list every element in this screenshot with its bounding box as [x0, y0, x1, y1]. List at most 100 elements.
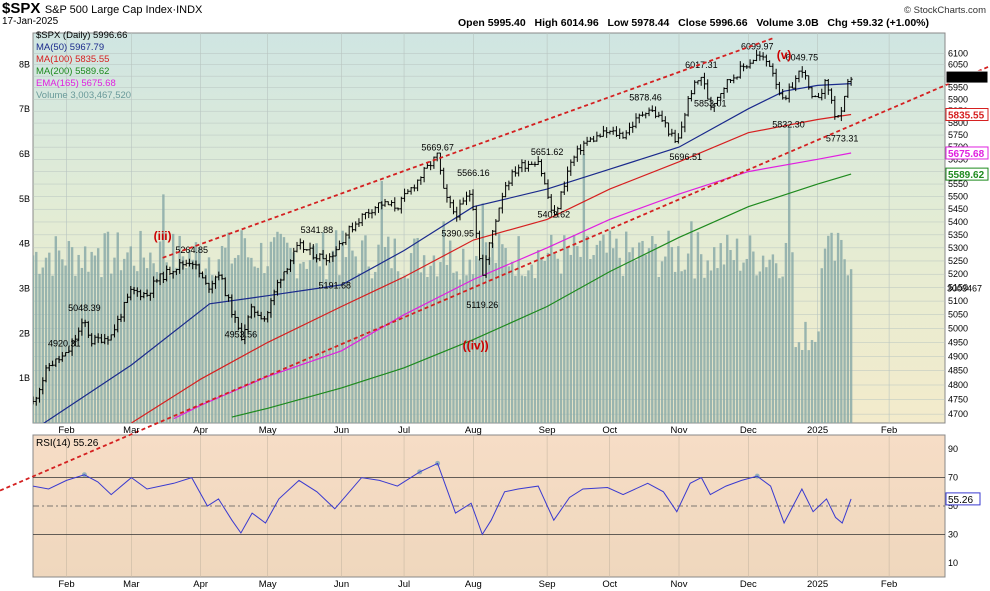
- price-bar: [556, 206, 560, 218]
- price-bar: [543, 172, 547, 185]
- legend-ma100: MA(100) 5835.55: [36, 54, 110, 65]
- volume-bar: [103, 233, 106, 423]
- price-annotation-6017.31: 6017.31: [685, 60, 718, 70]
- volume-bar: [48, 252, 51, 423]
- y-tick-5800: 5800: [948, 118, 968, 128]
- price-bar: [328, 253, 332, 263]
- price-annotation-5832.30: 5832.30: [772, 119, 805, 129]
- price-bar: [308, 242, 312, 256]
- y-tick-5300: 5300: [948, 243, 968, 253]
- y-tick-4750: 4750: [948, 394, 968, 404]
- volume-bar: [139, 230, 142, 423]
- price-bar: [171, 270, 175, 279]
- x-tick-jul: Jul: [398, 425, 410, 436]
- price-bar: [741, 63, 746, 72]
- price-bar: [592, 135, 596, 143]
- rsi-y-tick-70: 70: [948, 473, 958, 483]
- price-bar: [813, 95, 817, 98]
- volume-bar: [305, 268, 308, 423]
- price-bar: [279, 278, 283, 289]
- price-bar: [334, 246, 338, 257]
- price-bar: [259, 311, 263, 320]
- volume-bar: [540, 257, 543, 423]
- price-bar: [132, 286, 136, 295]
- volume-bar: [149, 252, 152, 423]
- price-bar: [96, 333, 100, 344]
- volume-bar: [289, 247, 292, 423]
- volume-bar: [807, 350, 810, 423]
- volume-bar: [494, 262, 498, 423]
- volume-bar: [768, 259, 771, 423]
- y-tick-5950: 5950: [948, 83, 968, 93]
- price-bar: [67, 346, 71, 354]
- legend-price: $SPX (Daily) 5996.66: [36, 30, 128, 41]
- price-bar: [732, 74, 736, 84]
- volume-bar: [546, 252, 550, 423]
- price-bar: [464, 191, 469, 206]
- volume-bar: [758, 271, 762, 423]
- price-bar: [510, 169, 514, 187]
- y-tick-5200: 5200: [948, 269, 968, 279]
- price-bar: [168, 266, 172, 276]
- price-annotation-5264.85: 5264.85: [175, 245, 208, 255]
- volume-bar: [455, 271, 458, 423]
- price-bar: [318, 253, 322, 262]
- price-bar: [663, 116, 667, 128]
- volume-bar: [680, 271, 683, 423]
- price-bar: [435, 152, 439, 162]
- volume-bar: [230, 263, 234, 423]
- price-bar: [429, 161, 433, 171]
- ma50-line: [43, 83, 852, 423]
- price-bar: [696, 80, 700, 85]
- volume-bar: [364, 235, 367, 423]
- price-bar: [60, 351, 64, 362]
- volume-bar: [145, 268, 149, 423]
- y-tick-6100: 6100: [948, 48, 968, 58]
- price-bar: [419, 176, 423, 185]
- y-tick-4850: 4850: [948, 366, 968, 376]
- volume-bar: [429, 265, 432, 423]
- volume-bar: [686, 253, 690, 423]
- ma100-last-tag: 5835.55: [945, 108, 989, 122]
- price-bar: [230, 294, 234, 318]
- price-bar: [256, 310, 260, 316]
- volume-bar: [576, 246, 579, 423]
- index-name: S&P 500 Large Cap Index: [44, 4, 173, 16]
- volume-bar: [80, 267, 84, 423]
- price-bar: [490, 230, 495, 249]
- rsi-series: [33, 462, 852, 536]
- volume-bar: [302, 261, 305, 423]
- volume-bar: [660, 261, 664, 423]
- vol-tick-2B: 2B: [19, 328, 30, 338]
- x-tick-feb: Feb: [881, 425, 897, 436]
- price-bar: [207, 282, 211, 293]
- price-bar: [833, 95, 837, 120]
- volume-bar: [445, 264, 449, 423]
- price-bar: [83, 319, 87, 327]
- price-bar: [399, 196, 403, 214]
- volume-bar: [794, 347, 797, 423]
- price-bar: [275, 279, 280, 296]
- price-bar: [823, 79, 827, 99]
- volume-bar: [664, 256, 667, 423]
- price-bar: [474, 205, 478, 239]
- price-bar: [90, 333, 94, 347]
- y-tick-5100: 5100: [948, 296, 968, 306]
- price-bar: [406, 189, 410, 195]
- volume-bar: [569, 254, 573, 423]
- price-bar: [546, 179, 550, 199]
- low-value: 5978.44: [631, 17, 670, 29]
- volume-bar: [514, 275, 517, 423]
- volume-bar: [377, 244, 380, 423]
- price-bar: [86, 321, 91, 338]
- price-bar: [360, 213, 364, 227]
- volume-bar: [269, 241, 273, 423]
- volume-bar: [110, 273, 113, 423]
- trendline-lower: [0, 65, 990, 492]
- price-bar: [367, 208, 371, 219]
- rsi-x-tick-nov: Nov: [671, 579, 688, 590]
- volume-bar: [527, 270, 530, 423]
- volume-bar: [132, 265, 136, 423]
- volume-bar: [233, 257, 237, 423]
- volume-bar: [38, 273, 41, 423]
